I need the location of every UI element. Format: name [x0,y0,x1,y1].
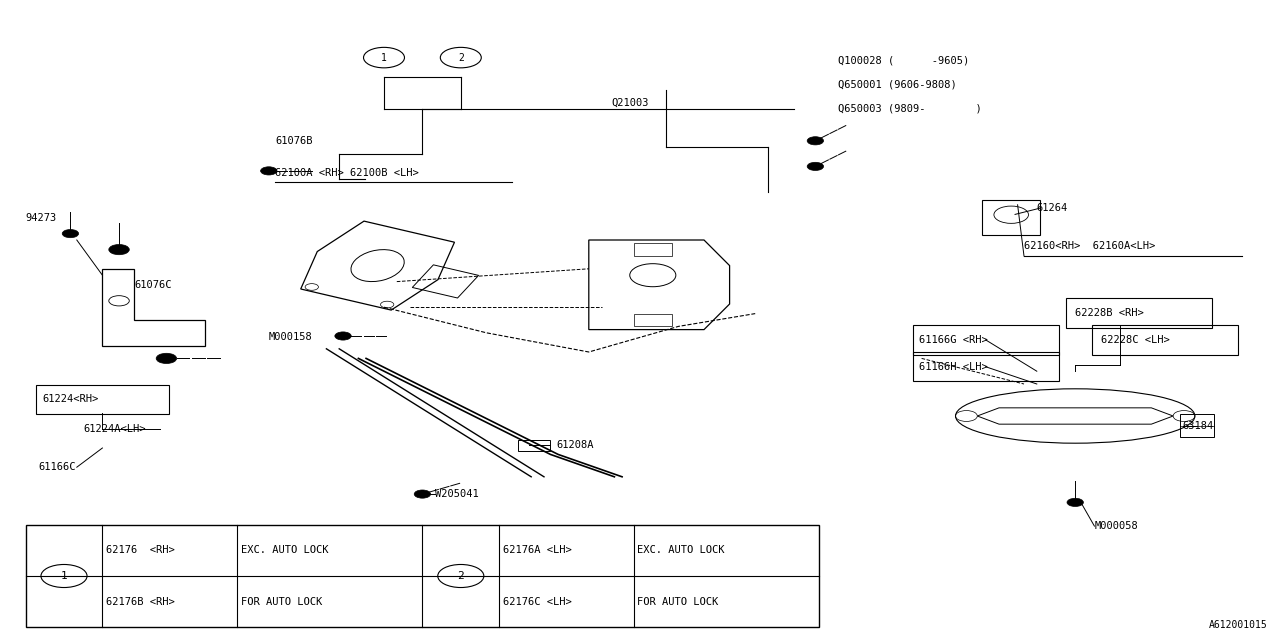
Text: 62228C <LH>: 62228C <LH> [1101,335,1170,345]
Text: 61166C: 61166C [38,462,76,472]
Text: FOR AUTO LOCK: FOR AUTO LOCK [241,596,321,607]
Circle shape [109,244,129,255]
Text: 1: 1 [60,571,68,581]
Text: 62176C <LH>: 62176C <LH> [503,596,572,607]
Text: 61166H <LH>: 61166H <LH> [919,362,988,372]
Circle shape [63,230,78,237]
Circle shape [335,332,351,340]
Text: W205041: W205041 [435,489,479,499]
Text: Q100028 (      -9605): Q100028 ( -9605) [838,56,970,66]
Circle shape [261,167,276,175]
Bar [634,314,672,326]
Text: Q21003: Q21003 [612,97,649,108]
Text: 61166G <RH>: 61166G <RH> [919,335,988,345]
Circle shape [156,353,177,364]
Text: A612001015: A612001015 [1208,620,1267,630]
Text: 94273: 94273 [26,212,56,223]
Bar [26,525,819,627]
Bar [983,200,1041,235]
Circle shape [808,163,823,170]
Text: Q650001 (9606-9808): Q650001 (9606-9808) [838,79,957,90]
Text: 61264: 61264 [1037,203,1068,213]
Bar [518,440,550,451]
Text: M000158: M000158 [269,332,312,342]
Text: 2: 2 [458,52,463,63]
Text: 63184: 63184 [1183,420,1213,431]
Text: 62100A <RH> 62100B <LH>: 62100A <RH> 62100B <LH> [275,168,419,178]
Text: 61076B: 61076B [275,136,312,146]
Text: 61208A: 61208A [557,440,594,450]
Bar [634,243,672,256]
Text: 61224<RH>: 61224<RH> [42,394,99,404]
Text: 1: 1 [381,52,387,63]
Text: 62176A <LH>: 62176A <LH> [503,545,572,556]
Text: 62160<RH>  62160A<LH>: 62160<RH> 62160A<LH> [1024,241,1156,252]
Circle shape [415,490,430,498]
Text: 2: 2 [457,571,465,581]
Text: 62176  <RH>: 62176 <RH> [106,545,175,556]
Text: 62176B <RH>: 62176B <RH> [106,596,175,607]
Circle shape [1068,499,1083,506]
Text: EXC. AUTO LOCK: EXC. AUTO LOCK [637,545,724,556]
Text: Q650003 (9809-        ): Q650003 (9809- ) [838,103,982,113]
Circle shape [808,137,823,145]
Text: M000058: M000058 [1094,521,1138,531]
Text: 62228B <RH>: 62228B <RH> [1075,308,1144,318]
Text: FOR AUTO LOCK: FOR AUTO LOCK [637,596,718,607]
Text: 61076C: 61076C [134,280,172,290]
Text: 61224A<LH>: 61224A<LH> [83,424,146,434]
Text: EXC. AUTO LOCK: EXC. AUTO LOCK [241,545,328,556]
